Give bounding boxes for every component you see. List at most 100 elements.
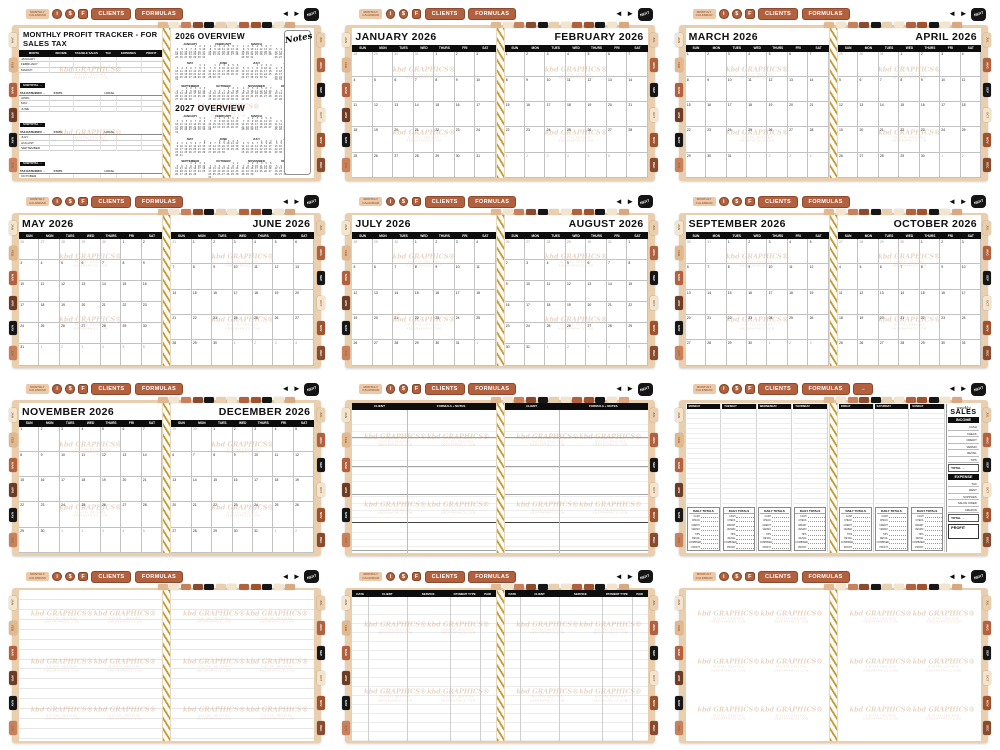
calendar-day-cell[interactable]: 26 bbox=[59, 323, 81, 345]
calendar-day-cell[interactable]: 3 bbox=[726, 51, 748, 77]
calendar-day-cell[interactable]: 10 bbox=[19, 281, 40, 303]
top-tab-sep[interactable] bbox=[917, 396, 928, 403]
calendar-day-cell[interactable]: 30 bbox=[940, 340, 961, 366]
monthly-calendar-tab[interactable]: MONTHLY CALENDAR bbox=[359, 571, 383, 582]
daily-total-value-line[interactable] bbox=[807, 533, 825, 536]
side-tab-mar[interactable]: MAR bbox=[675, 83, 684, 98]
calendar-day-cell[interactable]: 10 bbox=[524, 281, 546, 303]
calendar-day-cell[interactable]: 29 bbox=[878, 239, 900, 265]
calendar-day-cell[interactable]: 1 bbox=[434, 51, 455, 77]
calendar-day-cell[interactable]: 31 bbox=[252, 527, 274, 553]
prev-page-arrow[interactable]: ◄ bbox=[948, 9, 957, 18]
calendar-day-cell[interactable]: 27 bbox=[393, 152, 414, 178]
top-tab-sep[interactable] bbox=[917, 584, 928, 590]
calendar-day-cell[interactable]: 3 bbox=[100, 527, 122, 553]
daily-total-value-line[interactable] bbox=[700, 546, 719, 549]
calendar-day-cell[interactable]: 7 bbox=[100, 260, 122, 282]
calendar-day-cell[interactable]: 13 bbox=[858, 102, 879, 128]
next-page-arrow[interactable]: ► bbox=[959, 196, 968, 206]
calendar-day-cell[interactable]: 8 bbox=[504, 76, 525, 103]
daily-total-value-line[interactable] bbox=[736, 537, 754, 540]
daily-total-value-line[interactable] bbox=[807, 546, 825, 549]
top-tab-jan[interactable] bbox=[491, 584, 502, 590]
side-tab-apr[interactable]: APR bbox=[341, 108, 350, 123]
profit-value-cell[interactable] bbox=[140, 140, 163, 146]
next-page-arrow[interactable]: ► bbox=[292, 9, 301, 18]
calendar-day-cell[interactable]: 9 bbox=[747, 264, 768, 290]
top-tab-jul[interactable] bbox=[227, 21, 238, 28]
daily-totals-box[interactable]: DAILY TOTALS CASH CHECK CREDIT VENMO TIPS RETA… bbox=[722, 507, 756, 551]
top-tab-feb[interactable] bbox=[169, 209, 180, 215]
calendar-day-cell[interactable]: 30 bbox=[141, 323, 163, 345]
daily-totals-box[interactable]: DAILY TOTALS CASH CHECK CREDIT VENMO TIPS RETA… bbox=[839, 507, 873, 551]
calendar-day-cell[interactable]: 30 bbox=[454, 152, 476, 178]
calendar-day-cell[interactable]: 26 bbox=[273, 314, 294, 341]
calendar-day-cell[interactable]: 22 bbox=[121, 302, 142, 324]
profit-value-cell[interactable] bbox=[49, 174, 73, 178]
daily-total-value-line[interactable] bbox=[736, 533, 754, 536]
calendar-day-cell[interactable]: 2 bbox=[940, 239, 961, 265]
side-tab-feb[interactable]: FEB bbox=[341, 58, 350, 73]
calendar-day-cell[interactable]: 5 bbox=[293, 426, 315, 452]
side-tab-sep[interactable]: SEP bbox=[316, 270, 325, 285]
side-tab-apr[interactable]: APR bbox=[8, 108, 17, 123]
calendar-day-cell[interactable]: 9 bbox=[524, 76, 546, 103]
calendar-day-cell[interactable]: 14 bbox=[878, 102, 900, 128]
side-tab-mar[interactable]: MAR bbox=[341, 645, 350, 660]
profit-value-cell[interactable] bbox=[73, 145, 99, 152]
calendar-day-cell[interactable]: 21 bbox=[706, 314, 727, 341]
side-tab-jul[interactable]: JUL bbox=[650, 33, 659, 47]
next-button[interactable]: NEXT bbox=[304, 382, 320, 396]
calendar-day-cell[interactable]: 10 bbox=[59, 451, 81, 478]
calendar-day-cell[interactable]: 26 bbox=[100, 502, 122, 528]
calendar-day-cell[interactable]: 7 bbox=[171, 264, 192, 290]
calendar-day-cell[interactable]: 18 bbox=[273, 477, 294, 503]
top-tab-dec[interactable] bbox=[618, 209, 629, 215]
calendar-day-cell[interactable]: 31 bbox=[171, 239, 192, 265]
income-row-retail[interactable]: RETAIL bbox=[948, 450, 979, 457]
daily-total-value-line[interactable] bbox=[772, 515, 790, 518]
top-tab-dec[interactable] bbox=[951, 21, 962, 28]
info-icon[interactable]: i bbox=[52, 9, 62, 19]
calendar-day-cell[interactable]: 24 bbox=[767, 314, 788, 341]
top-tab-sep[interactable] bbox=[583, 396, 594, 403]
top-tab-apr[interactable] bbox=[525, 584, 536, 590]
top-tab-aug[interactable] bbox=[238, 396, 249, 403]
calendar-day-cell[interactable]: 26 bbox=[352, 340, 373, 366]
side-tab-oct[interactable]: OCT bbox=[316, 295, 325, 310]
info-icon[interactable]: i bbox=[52, 196, 62, 207]
calendar-day-cell[interactable]: 4 bbox=[475, 239, 496, 265]
side-tab-feb[interactable]: FEB bbox=[8, 58, 17, 73]
side-tab-nov[interactable]: NOV bbox=[983, 320, 992, 335]
mini-month-calendar[interactable]: MAY 1 2 3 4 5 6 7 8 9 10 11 12 13 14 15 … bbox=[175, 137, 205, 158]
monthly-calendar-tab[interactable]: MONTHLY CALENDAR bbox=[359, 9, 383, 19]
calendar-day-cell[interactable]: 29 bbox=[372, 51, 394, 77]
side-tab-jul[interactable]: JUL bbox=[983, 595, 992, 610]
calendar-day-cell[interactable]: 6 bbox=[121, 426, 142, 452]
info-icon[interactable]: i bbox=[385, 571, 396, 582]
side-tab-sep[interactable]: SEP bbox=[650, 270, 659, 285]
calendar-day-cell[interactable]: 3 bbox=[545, 152, 566, 178]
calendar-day-cell[interactable]: 6 bbox=[787, 51, 809, 77]
mini-month-calendar[interactable]: JANUARY 1 2 3 4 5 6 7 8 9 10 11 12 13 14… bbox=[175, 42, 205, 60]
top-tab-may[interactable] bbox=[870, 584, 881, 590]
calendar-day-cell[interactable]: 28 bbox=[59, 239, 81, 261]
calendar-day-cell[interactable]: 19 bbox=[293, 477, 315, 503]
side-tab-nov[interactable]: NOV bbox=[650, 695, 659, 710]
calendar-day-cell[interactable]: 31 bbox=[413, 51, 435, 77]
side-tab-jul[interactable]: JUL bbox=[650, 595, 659, 610]
formulas-button[interactable]: FORMULAS bbox=[468, 195, 517, 208]
calendar-day-cell[interactable]: 26 bbox=[586, 127, 607, 153]
formulas-button[interactable]: FORMULAS bbox=[801, 383, 850, 395]
daily-total-value-line[interactable] bbox=[807, 528, 825, 532]
income-row-check[interactable]: CHECK bbox=[948, 431, 979, 438]
calendar-day-cell[interactable]: 15 bbox=[899, 102, 920, 128]
calendar-day-cell[interactable]: 14 bbox=[191, 477, 213, 503]
calendar-day-cell[interactable]: 4 bbox=[606, 344, 628, 366]
calendar-day-cell[interactable]: 22 bbox=[919, 314, 941, 341]
prev-page-arrow[interactable]: ◄ bbox=[281, 196, 290, 206]
top-tab-nov[interactable] bbox=[940, 396, 951, 403]
daily-total-value-line[interactable] bbox=[700, 533, 719, 536]
calendar-day-cell[interactable]: 6 bbox=[141, 344, 163, 366]
daily-total-value-line[interactable] bbox=[888, 515, 907, 518]
